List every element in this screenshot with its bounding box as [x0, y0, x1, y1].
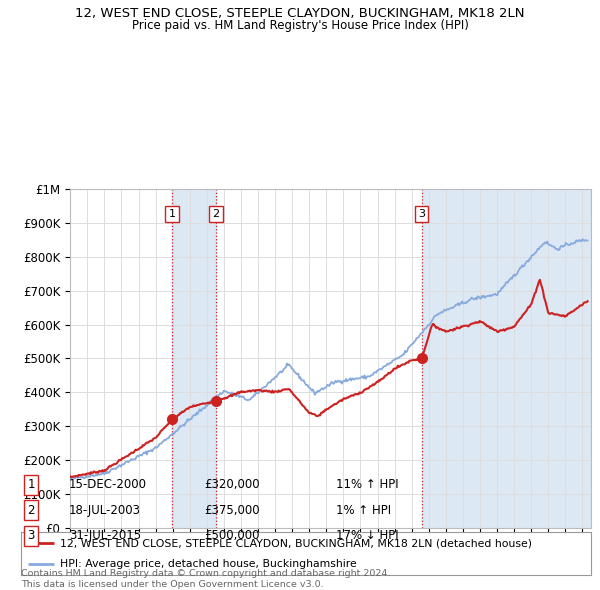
Text: 1: 1: [169, 209, 175, 219]
Text: £320,000: £320,000: [204, 478, 260, 491]
Bar: [172, 189, 216, 528]
Text: 2: 2: [212, 209, 220, 219]
Text: Price paid vs. HM Land Registry's House Price Index (HPI): Price paid vs. HM Land Registry's House …: [131, 19, 469, 32]
Text: 3: 3: [418, 209, 425, 219]
Text: 18-JUL-2003: 18-JUL-2003: [69, 504, 141, 517]
Text: 1: 1: [28, 478, 35, 491]
Text: 3: 3: [28, 529, 35, 542]
Text: 17% ↓ HPI: 17% ↓ HPI: [336, 529, 398, 542]
Text: £500,000: £500,000: [204, 529, 260, 542]
Text: Contains HM Land Registry data © Crown copyright and database right 2024.
This d: Contains HM Land Registry data © Crown c…: [21, 569, 391, 589]
Text: £375,000: £375,000: [204, 504, 260, 517]
Text: 31-JUL-2015: 31-JUL-2015: [69, 529, 141, 542]
Text: 15-DEC-2000: 15-DEC-2000: [69, 478, 147, 491]
Bar: [422, 189, 591, 528]
Text: 12, WEST END CLOSE, STEEPLE CLAYDON, BUCKINGHAM, MK18 2LN: 12, WEST END CLOSE, STEEPLE CLAYDON, BUC…: [75, 7, 525, 20]
Text: 2: 2: [28, 504, 35, 517]
Text: 12, WEST END CLOSE, STEEPLE CLAYDON, BUCKINGHAM, MK18 2LN (detached house): 12, WEST END CLOSE, STEEPLE CLAYDON, BUC…: [60, 538, 532, 548]
Text: HPI: Average price, detached house, Buckinghamshire: HPI: Average price, detached house, Buck…: [60, 559, 356, 569]
Text: 11% ↑ HPI: 11% ↑ HPI: [336, 478, 398, 491]
Text: 1% ↑ HPI: 1% ↑ HPI: [336, 504, 391, 517]
